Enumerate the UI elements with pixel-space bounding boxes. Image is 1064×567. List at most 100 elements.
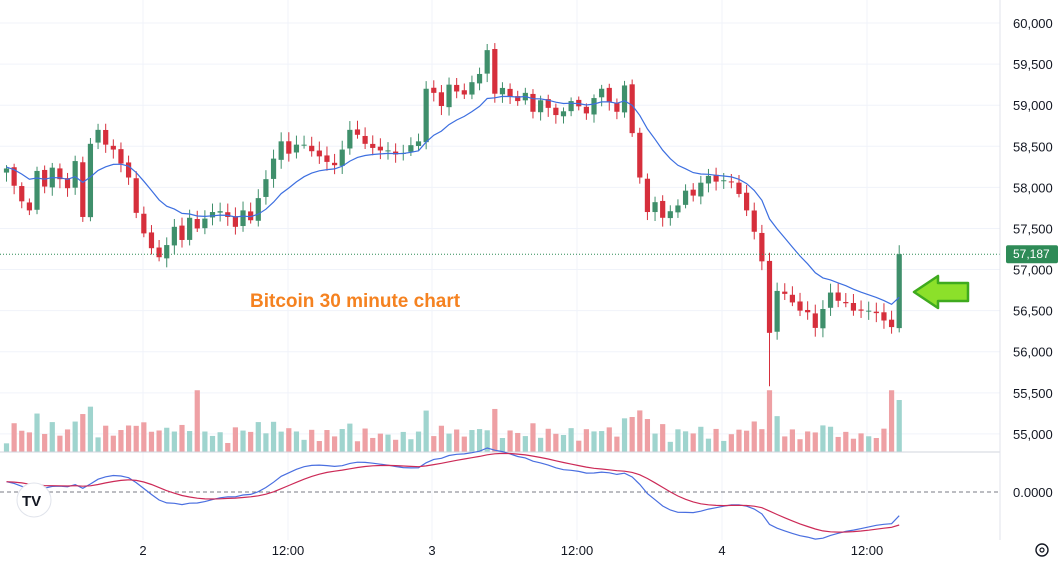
volume-bar	[591, 431, 597, 452]
volume-bar	[26, 432, 32, 452]
candle-body	[286, 141, 292, 154]
volume-bar	[42, 433, 48, 452]
volume-bar	[698, 426, 704, 452]
candle-body	[72, 161, 78, 188]
volume-bar	[72, 421, 78, 452]
candle-body	[454, 84, 460, 92]
candle-body	[87, 143, 94, 218]
candle-body	[774, 290, 780, 332]
candle-body	[728, 181, 734, 183]
volume-bar	[843, 431, 849, 452]
candle-body	[57, 168, 63, 180]
price-tick-label: 57,000	[1013, 263, 1053, 278]
volume-bar	[637, 410, 643, 452]
candle-body	[255, 198, 261, 221]
candle-body	[827, 292, 834, 308]
volume-bar	[34, 413, 40, 452]
volume-bar	[660, 424, 666, 452]
volume-bar	[888, 390, 895, 452]
volume-bar	[64, 429, 71, 452]
volume-bar	[19, 430, 25, 452]
candle-body	[766, 260, 773, 333]
candle-body	[438, 92, 445, 107]
candle-body	[545, 99, 551, 108]
candle-body	[347, 129, 353, 149]
volume-bar	[751, 421, 757, 452]
price-candles[interactable]	[3, 43, 902, 387]
tradingview-logo[interactable]: TV	[16, 482, 52, 518]
volume-bar	[522, 436, 528, 452]
candle-body	[316, 150, 322, 157]
volume-bar	[217, 432, 223, 452]
candle-body	[530, 93, 536, 112]
volume-bar	[118, 430, 124, 452]
time-tick-label: 4	[718, 543, 725, 558]
volume-bar	[415, 431, 422, 452]
volume-bar	[286, 428, 292, 452]
candle-body	[667, 211, 673, 219]
candle-body	[759, 232, 765, 262]
time-tick-label: 12:00	[561, 543, 594, 558]
volume-bar	[57, 435, 63, 452]
candle-body	[11, 167, 17, 186]
candle-body	[95, 129, 101, 143]
volume-bar	[484, 430, 490, 452]
settings-gear-icon[interactable]	[1035, 543, 1049, 557]
volume-bar	[850, 438, 857, 452]
volume-bar	[408, 439, 414, 452]
volume-bar	[515, 432, 521, 452]
volume-bar	[553, 433, 559, 452]
volume-bar	[820, 425, 826, 452]
volume-bar	[255, 422, 261, 452]
volume-bar	[728, 434, 734, 452]
price-tick-label: 56,500	[1013, 304, 1053, 319]
chart-title: Bitcoin 30 minute chart	[250, 291, 461, 312]
price-tick-label: 56,000	[1013, 345, 1053, 360]
volume-bar	[560, 434, 567, 452]
time-axis: 2 12:00 3 12:00 4 12:00	[139, 543, 883, 558]
volume-bar	[629, 417, 635, 452]
price-axis: 60,000 59,500 59,000 58,500 58,000 57,500 57,0…	[1013, 16, 1053, 442]
volume-bar	[171, 431, 177, 452]
candle-body	[103, 129, 109, 145]
candle-body	[873, 311, 879, 314]
candle-body	[599, 88, 605, 98]
volume-bar	[606, 427, 612, 452]
candle-body	[148, 232, 155, 249]
candle-body	[644, 178, 651, 213]
macd-zero-label: 0.0000	[1013, 485, 1053, 500]
candle-body	[270, 158, 277, 179]
price-tick-label: 60,000	[1013, 16, 1053, 31]
candle-body	[19, 186, 25, 202]
candle-body	[499, 87, 506, 95]
volume-bar	[103, 425, 109, 452]
volume-bar	[331, 436, 338, 452]
volume-bar	[209, 435, 216, 452]
volume-bar	[454, 429, 460, 452]
candle-body	[850, 303, 857, 311]
candle-body	[492, 49, 498, 94]
volume-bar	[49, 422, 55, 452]
volume-bar	[782, 436, 788, 452]
volume-bar	[80, 414, 86, 452]
candle-body	[820, 309, 826, 329]
volume-bar	[125, 425, 132, 452]
volume-bar	[789, 429, 795, 452]
candle-body	[782, 291, 788, 294]
signal-line	[6, 452, 900, 533]
candle-body	[621, 85, 628, 113]
candle-body	[133, 178, 139, 213]
volume-bar	[576, 440, 582, 452]
volume-bar	[431, 436, 437, 452]
candle-body	[866, 310, 872, 312]
candle-body	[515, 96, 521, 102]
macd-line	[6, 447, 900, 540]
candle-body	[164, 245, 170, 259]
volume-bar	[507, 430, 513, 452]
candle-body	[370, 143, 376, 148]
candle-body	[423, 88, 429, 143]
volume-bar	[354, 441, 361, 452]
volume-bar	[87, 406, 94, 452]
candle-body	[652, 202, 658, 213]
